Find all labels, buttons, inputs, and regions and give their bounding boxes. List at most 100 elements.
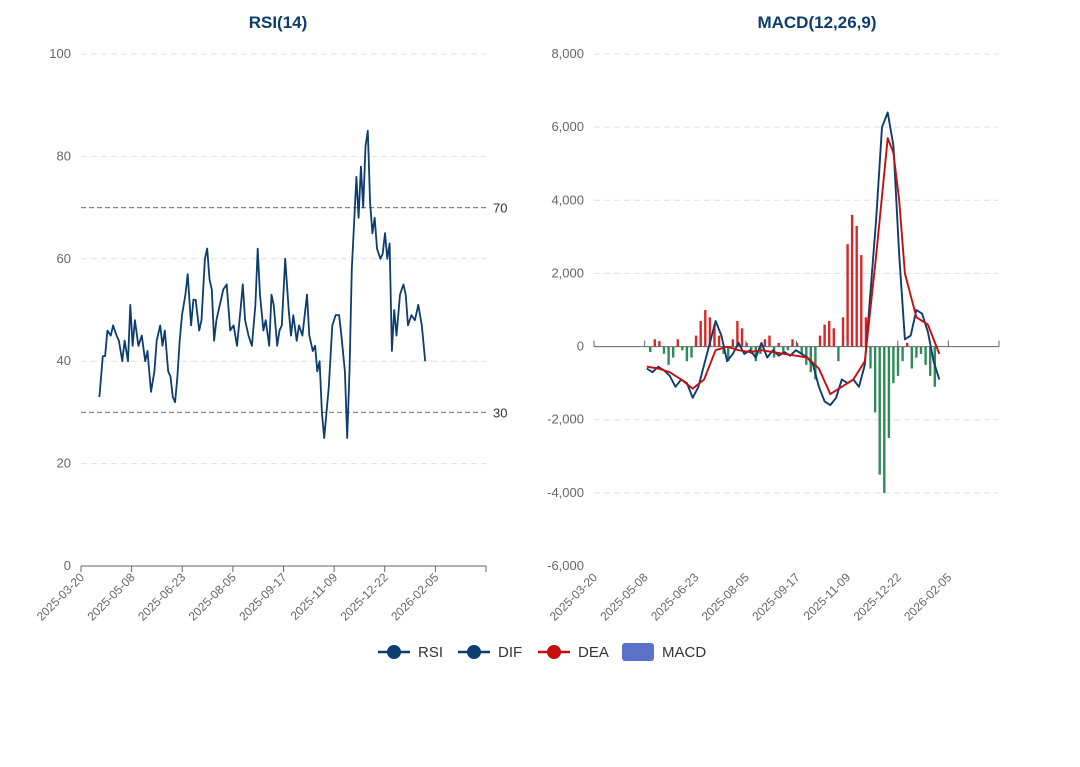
x-tick-label: 2025-06-23: [648, 570, 702, 624]
macd-bar: [915, 346, 918, 358]
macd-bar: [873, 346, 877, 413]
macd-lines: [646, 111, 941, 407]
rsi-y-axis: 0 20 40 60 80 100: [49, 46, 71, 573]
macd-bar: [754, 346, 757, 362]
legend-item-macd[interactable]: MACD: [622, 643, 706, 661]
y-tick-label: 60: [57, 251, 71, 266]
macd-bar: [864, 317, 868, 347]
macd-bar: [745, 342, 748, 347]
macd-bar: [818, 335, 822, 347]
y-tick-label: 40: [57, 353, 71, 368]
macd-bar: [740, 328, 744, 347]
macd-bar: [667, 346, 670, 365]
macd-bar: [786, 346, 790, 351]
x-tick-label: 2025-11-09: [801, 570, 854, 623]
macd-histogram: [649, 214, 936, 493]
dif-line: [646, 111, 941, 407]
macd-bar: [837, 346, 840, 362]
x-tick-label: 2025-11-09: [288, 570, 341, 623]
x-tick-label: 2025-12-22: [851, 570, 905, 624]
y-tick-label: -2,000: [547, 412, 584, 427]
macd-bar: [901, 346, 904, 362]
legend-item-dif[interactable]: DIF: [458, 644, 522, 661]
macd-bar: [910, 346, 913, 369]
legend-marker-icon: [547, 645, 561, 659]
macd-bar: [814, 346, 817, 380]
rsi-grid: [81, 53, 486, 465]
macd-bar: [892, 346, 895, 384]
legend[interactable]: RSI DIF DEA MACD: [378, 643, 706, 661]
macd-bar: [929, 346, 932, 376]
legend-item-dea[interactable]: DEA: [538, 644, 609, 661]
y-tick-label: 6,000: [551, 119, 584, 134]
macd-bar: [763, 339, 767, 347]
macd-bar: [800, 346, 803, 354]
macd-x-axis: 2025-03-202025-05-082025-06-232025-08-05…: [547, 340, 1000, 624]
x-tick-label: 2026-02-05: [901, 570, 955, 624]
macd-bar: [906, 342, 909, 347]
macd-bar: [860, 255, 863, 347]
macd-bar: [924, 346, 927, 365]
macd-bar: [662, 346, 666, 354]
x-tick-label: 2025-05-08: [84, 570, 138, 624]
rsi-reference-lines: 70 30: [81, 201, 507, 420]
macd-bar: [694, 335, 698, 347]
macd-bar: [777, 342, 780, 347]
macd-bar: [828, 321, 831, 347]
x-tick-label: 2025-06-23: [135, 570, 189, 624]
macd-bar: [704, 310, 707, 347]
x-tick-label: 2025-05-08: [597, 570, 651, 624]
macd-title: MACD(12,26,9): [757, 13, 876, 32]
y-tick-label: -4,000: [547, 485, 584, 500]
y-tick-label: 100: [49, 46, 71, 61]
legend-label: MACD: [662, 644, 706, 661]
macd-bar: [846, 244, 849, 347]
x-tick-label: 2025-08-05: [186, 570, 240, 624]
macd-bar: [727, 346, 730, 362]
macd-bar: [768, 335, 771, 347]
y-tick-label: 20: [57, 456, 71, 471]
legend-item-rsi[interactable]: RSI: [378, 644, 443, 661]
legend-bar-icon: [622, 643, 654, 661]
macd-bar: [841, 317, 845, 347]
macd-bar: [699, 321, 702, 347]
macd-bar: [896, 346, 900, 376]
x-tick-label: 2025-12-22: [338, 570, 392, 624]
rsi-series: [98, 129, 427, 439]
reference-label-70: 70: [493, 201, 507, 216]
macd-bar: [823, 324, 826, 347]
macd-bar: [869, 346, 872, 369]
macd-bar: [878, 346, 881, 475]
macd-bar: [883, 346, 886, 493]
macd-bar: [681, 346, 684, 351]
dea-line: [646, 137, 941, 396]
rsi-line: [98, 129, 427, 439]
y-tick-label: 80: [57, 148, 71, 163]
x-tick-label: 2025-03-20: [34, 570, 88, 624]
y-tick-label: 0: [64, 558, 71, 573]
y-tick-label: 4,000: [551, 192, 584, 207]
macd-bar: [887, 346, 891, 438]
macd-bar: [722, 346, 725, 354]
macd-bar: [832, 328, 835, 347]
macd-bar: [795, 342, 799, 347]
macd-panel: MACD(12,26,9) -6,000 -4,000 -2,000 0 2,000 4,…: [547, 13, 1000, 624]
macd-bar: [685, 346, 689, 362]
macd-grid: [594, 53, 999, 494]
x-tick-label: 2026-02-05: [388, 570, 442, 624]
y-tick-label: 0: [577, 339, 584, 354]
y-tick-label: 8,000: [551, 46, 584, 61]
macd-bar: [809, 346, 812, 373]
legend-marker-icon: [467, 645, 481, 659]
macd-bar: [717, 335, 721, 347]
macd-bar: [713, 324, 716, 347]
legend-label: DIF: [498, 644, 522, 661]
macd-bar: [850, 214, 854, 347]
reference-label-30: 30: [493, 405, 507, 420]
macd-bar: [653, 339, 656, 347]
macd-bar: [731, 339, 734, 347]
legend-marker-icon: [387, 645, 401, 659]
macd-bar: [690, 346, 693, 358]
